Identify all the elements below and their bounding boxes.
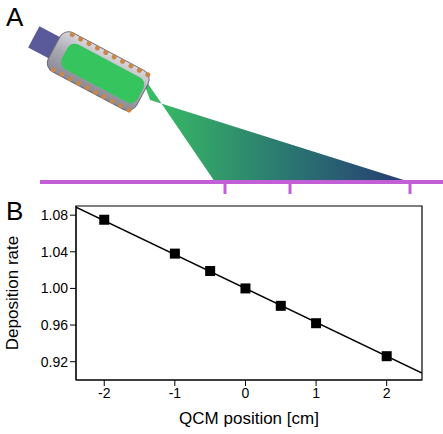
svg-text:1.04: 1.04 xyxy=(41,244,68,260)
svg-text:1.00: 1.00 xyxy=(41,280,68,296)
svg-text:1.08: 1.08 xyxy=(41,207,68,223)
svg-text:2: 2 xyxy=(383,385,391,401)
svg-text:0.92: 0.92 xyxy=(41,354,68,370)
svg-text:-1: -1 xyxy=(169,385,182,401)
html-text:B: B xyxy=(6,196,24,226)
svg-text:Deposition rate: Deposition rate xyxy=(3,236,22,350)
svg-text:QCM position [cm]: QCM position [cm] xyxy=(179,409,319,428)
html-text:A: A xyxy=(6,2,24,32)
svg-text:0.96: 0.96 xyxy=(41,317,68,333)
svg-text:-2: -2 xyxy=(98,385,111,401)
svg-text:0: 0 xyxy=(242,385,250,401)
svg-text:1: 1 xyxy=(312,385,320,401)
